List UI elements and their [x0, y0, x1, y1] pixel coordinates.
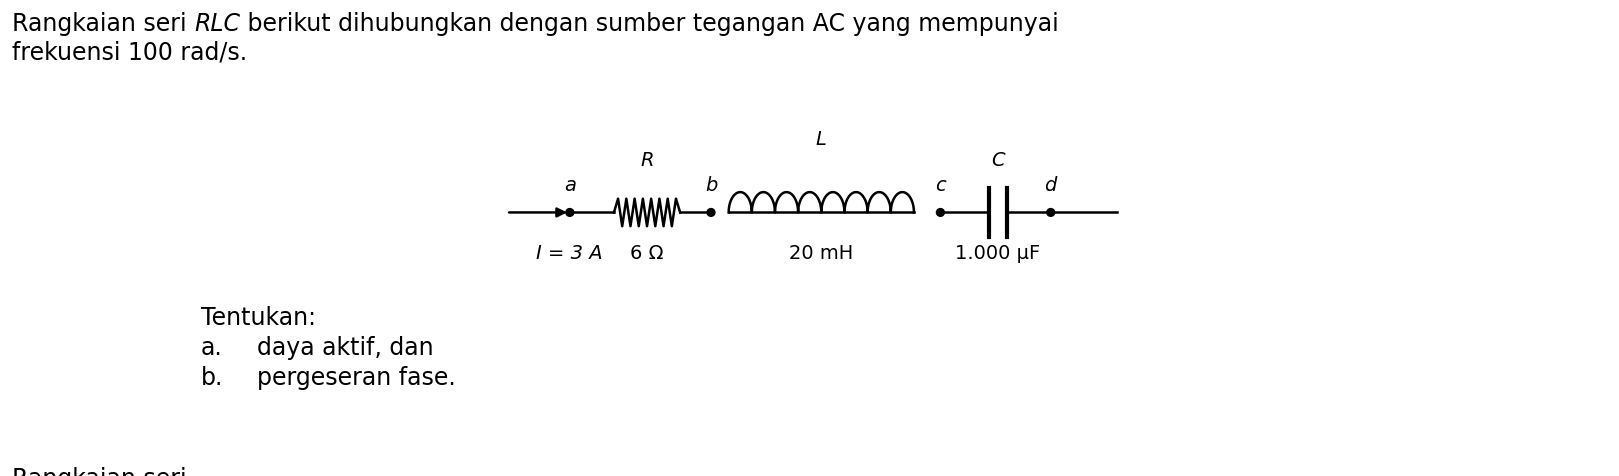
Text: Rangkaian seri: Rangkaian seri — [11, 466, 194, 476]
Text: a: a — [563, 175, 576, 194]
Text: pergeseran fase.: pergeseran fase. — [256, 365, 455, 389]
Text: RLC: RLC — [194, 12, 240, 36]
Text: L: L — [816, 129, 827, 149]
Text: Rangkaian seri: Rangkaian seri — [11, 12, 194, 36]
Text: 1.000 μF: 1.000 μF — [955, 243, 1041, 262]
Text: R: R — [640, 151, 654, 170]
Text: daya aktif, dan: daya aktif, dan — [256, 335, 434, 359]
Text: c: c — [936, 175, 945, 194]
Text: a.: a. — [201, 335, 223, 359]
Circle shape — [567, 209, 573, 217]
Text: b: b — [704, 175, 717, 194]
Text: 20 mH: 20 mH — [788, 243, 853, 262]
Text: 6 Ω: 6 Ω — [630, 243, 664, 262]
Text: I = 3 A: I = 3 A — [536, 243, 604, 262]
Text: Tentukan:: Tentukan: — [201, 305, 316, 329]
Text: berikut dihubungkan dengan sumber tegangan AC yang mempunyai: berikut dihubungkan dengan sumber tegang… — [240, 12, 1059, 36]
Text: d: d — [1044, 175, 1057, 194]
Text: b.: b. — [201, 365, 223, 389]
Circle shape — [936, 209, 944, 217]
Text: C: C — [991, 151, 1005, 170]
Circle shape — [1047, 209, 1054, 217]
Text: frekuensi 100 rad/s.: frekuensi 100 rad/s. — [11, 40, 248, 64]
Circle shape — [708, 209, 716, 217]
